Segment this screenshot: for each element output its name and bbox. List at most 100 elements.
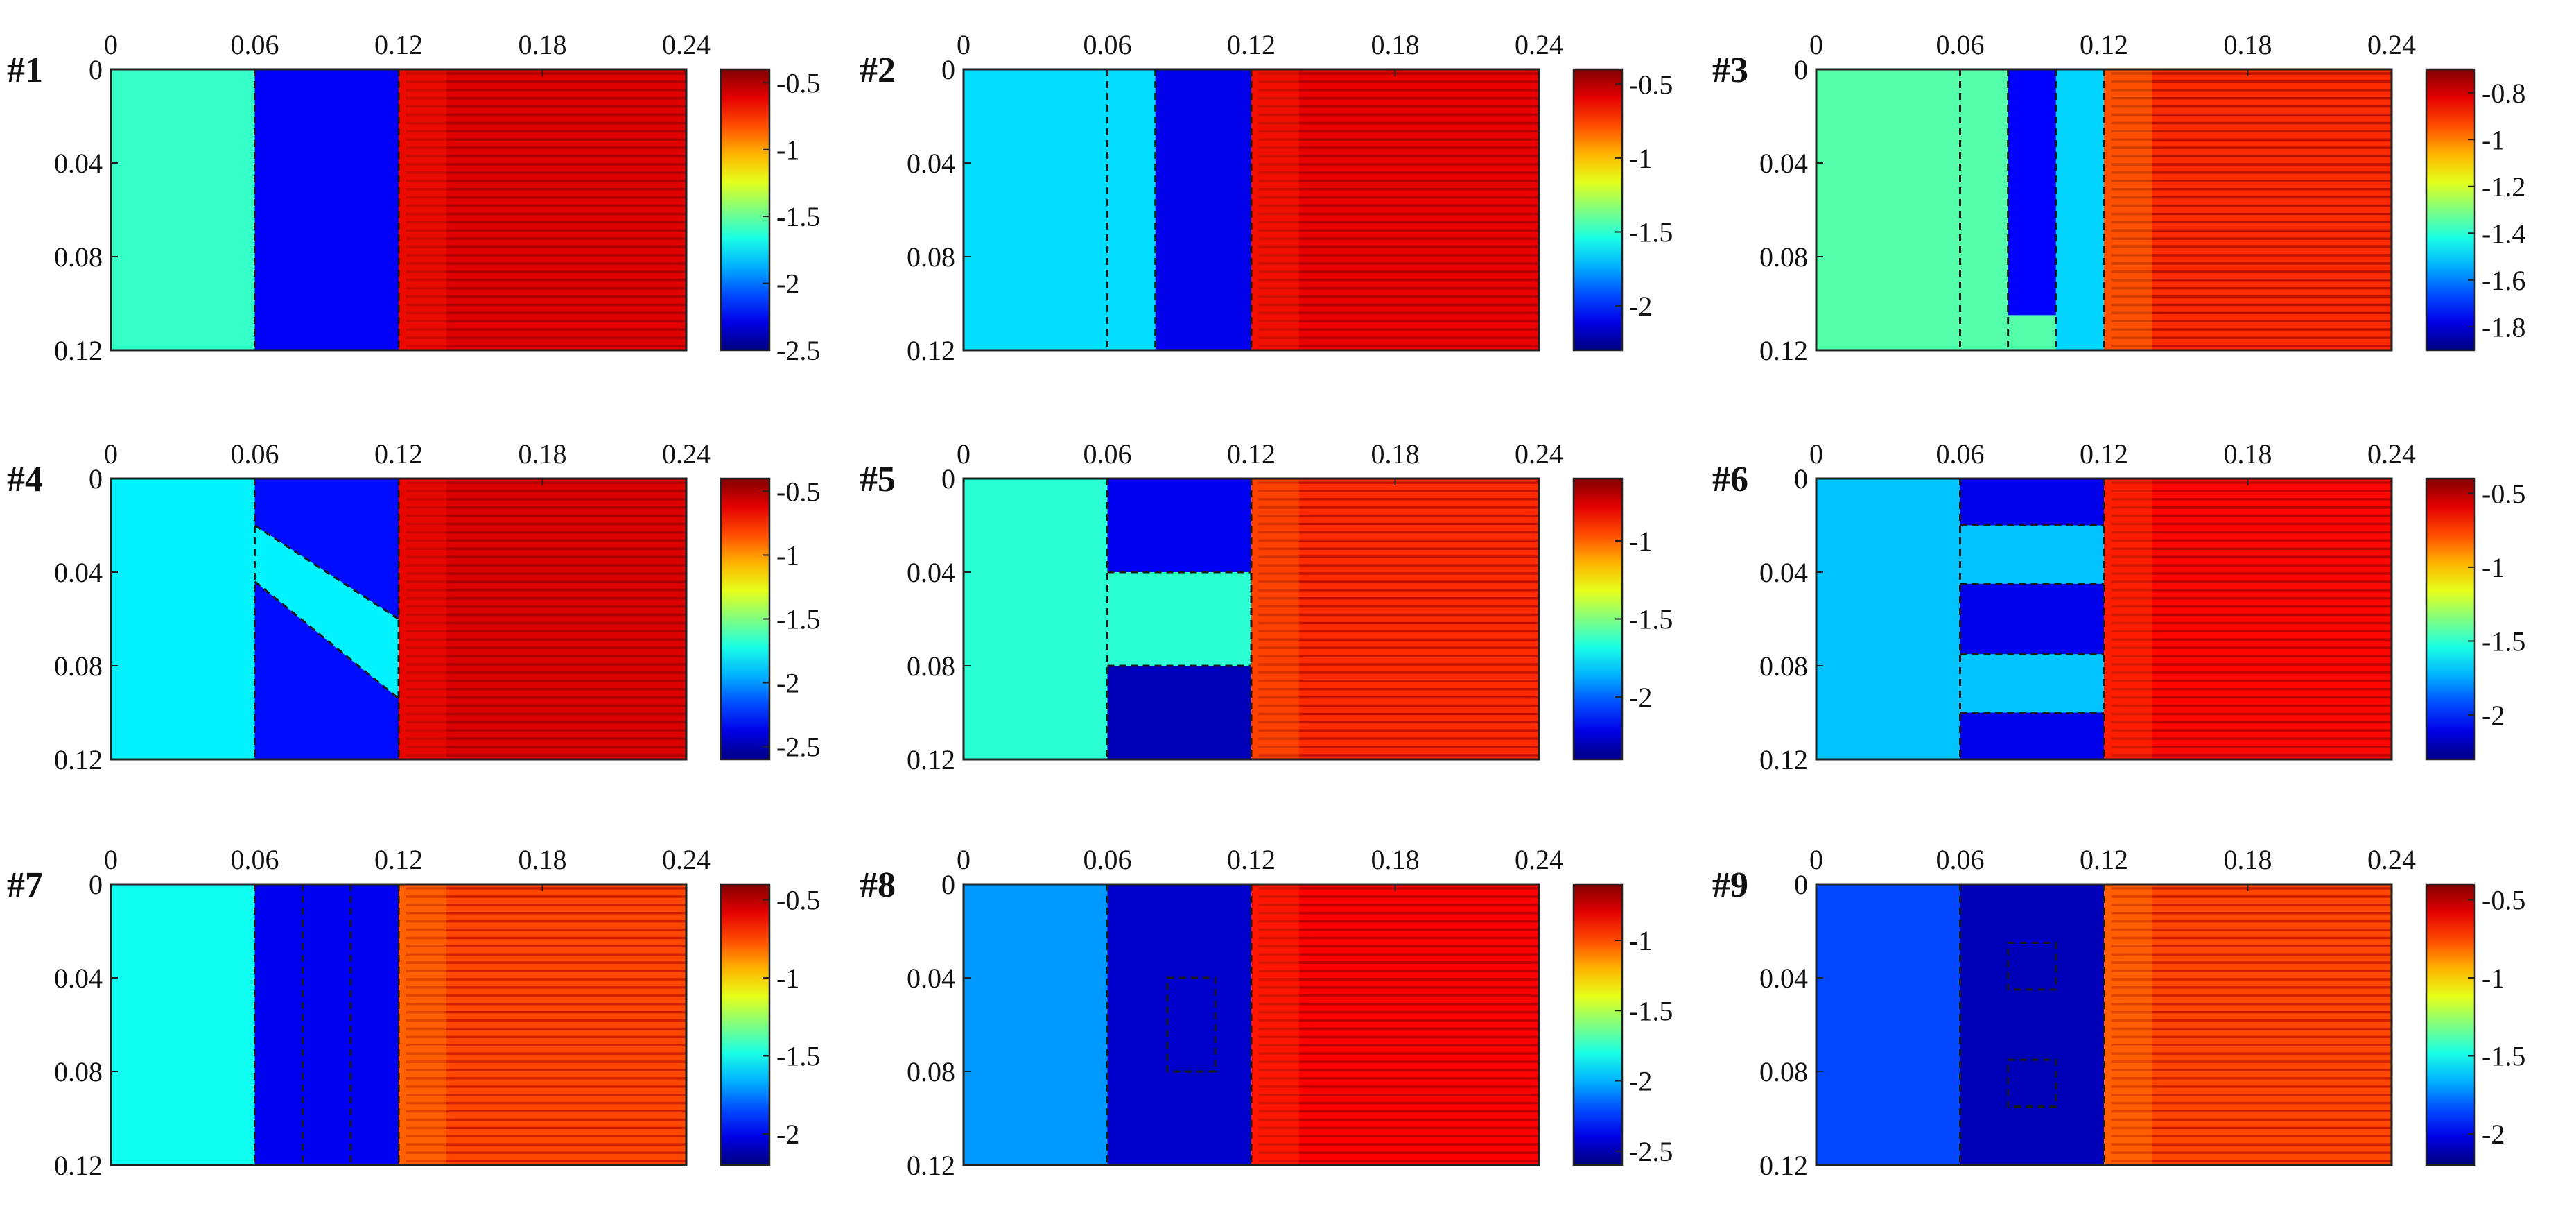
region-2 bbox=[1107, 884, 1251, 1165]
colorbar-tick-label: -0.5 bbox=[2482, 478, 2525, 509]
colorbar-tick-label: -1.5 bbox=[776, 201, 820, 232]
region-1 bbox=[111, 884, 255, 1165]
x-tick-label: 0 bbox=[104, 29, 118, 60]
plot-area bbox=[964, 479, 1539, 759]
dashed-rect bbox=[2007, 941, 2057, 991]
x-tick-label: 0 bbox=[1809, 844, 1823, 875]
x-tick-label: 0.18 bbox=[1371, 438, 1420, 469]
x-tick-label: 0.06 bbox=[1084, 844, 1132, 875]
x-tick-label: 0.24 bbox=[1515, 438, 1563, 469]
transition-band bbox=[1251, 479, 1300, 759]
y-tick-label: 0.04 bbox=[907, 557, 955, 588]
colorbar bbox=[2426, 884, 2475, 1165]
panel-label: #6 bbox=[1712, 460, 1748, 499]
x-tick-label: 0.06 bbox=[231, 438, 279, 469]
diagonal-band bbox=[254, 525, 399, 699]
colorbar bbox=[721, 69, 769, 350]
colorbar bbox=[1574, 479, 1622, 759]
x-tick-label: 0.24 bbox=[662, 438, 711, 469]
colorbar-frame bbox=[720, 883, 771, 1166]
x-tick-label: 0.24 bbox=[2367, 438, 2416, 469]
y-tick-label: 0.04 bbox=[907, 963, 955, 994]
transition-band bbox=[1251, 884, 1300, 1165]
y-tick-label: 0.12 bbox=[54, 335, 103, 366]
colorbar-tick-label: -2 bbox=[776, 268, 799, 300]
x-tick-label: 0.12 bbox=[2080, 29, 2128, 60]
y-tick-label: 0.08 bbox=[907, 241, 955, 273]
x-tick-label: 0.18 bbox=[519, 844, 567, 875]
x-tick-label: 0 bbox=[104, 844, 118, 875]
x-tick-label: 0.12 bbox=[2080, 844, 2128, 875]
colorbar-tick-label: -1.5 bbox=[2482, 1041, 2525, 1072]
x-tick-label: 0.18 bbox=[2224, 29, 2272, 60]
colorbar-tick-label: -2.5 bbox=[1629, 1136, 1673, 1167]
y-tick-label: 0.04 bbox=[1759, 557, 1808, 588]
colorbar-frame bbox=[1572, 68, 1624, 352]
x-tick-label: 0 bbox=[104, 438, 118, 469]
panel-label: #8 bbox=[860, 865, 896, 905]
x-tick-label: 0.24 bbox=[2367, 29, 2416, 60]
colorbar-tick-label: -2.5 bbox=[776, 335, 820, 366]
colorbar-tick-label: -2.5 bbox=[776, 732, 820, 763]
x-tick-label: 0.24 bbox=[662, 844, 711, 875]
colorbar-tick-label: -1 bbox=[2482, 552, 2505, 583]
colorbar-tick-label: -1.5 bbox=[1629, 216, 1673, 248]
plot-area bbox=[964, 69, 1539, 350]
x-tick-label: 0.18 bbox=[2224, 438, 2272, 469]
colorbar-tick-label: -0.5 bbox=[776, 67, 820, 98]
plot-area bbox=[111, 69, 686, 350]
y-tick-label: 0.08 bbox=[1759, 650, 1808, 682]
x-tick-label: 0 bbox=[957, 438, 971, 469]
colorbar-frame bbox=[1572, 883, 1624, 1166]
heatmap-panel-8: 0 0.06 0.12 0.18 0.24 0 0.04 0.08 0.12 #8 -1 -1.5 -2… bbox=[860, 844, 1673, 1181]
x-tick-label: 0.18 bbox=[519, 438, 567, 469]
transition-band bbox=[399, 69, 447, 350]
colorbar-tick-label: -1 bbox=[1629, 526, 1652, 557]
colorbar-tick-label: -0.5 bbox=[1629, 69, 1673, 100]
y-tick-label: 0.04 bbox=[1759, 963, 1808, 994]
region-4 bbox=[1960, 712, 2104, 759]
dashed-diagonal bbox=[254, 580, 399, 700]
plot-area bbox=[1816, 69, 2392, 350]
x-tick-label: 0.12 bbox=[374, 29, 423, 60]
y-tick-label: 0.08 bbox=[54, 650, 103, 682]
x-tick-label: 0 bbox=[957, 844, 971, 875]
region-1 bbox=[964, 69, 1156, 350]
plot-area bbox=[111, 479, 686, 759]
panel-label: #4 bbox=[7, 460, 43, 499]
colorbar-tick-label: -1.4 bbox=[2482, 218, 2525, 249]
y-tick-label: 0.04 bbox=[54, 148, 103, 179]
colorbar-tick-label: -2 bbox=[1629, 682, 1652, 713]
transition-band bbox=[1251, 69, 1300, 350]
x-tick-label: 0 bbox=[1809, 29, 1823, 60]
y-tick-label: 0 bbox=[89, 54, 103, 85]
heatmap-panel-3: 0 0.06 0.12 0.18 0.24 0 0.04 0.08 0.12 #3 -0.8 -1 -1… bbox=[1712, 29, 2525, 366]
region-2 bbox=[254, 69, 399, 350]
y-tick-label: 0.12 bbox=[1759, 1150, 1808, 1181]
transition-band bbox=[399, 479, 447, 759]
colorbar-tick-label: -0.5 bbox=[776, 476, 820, 507]
x-tick-label: 0.18 bbox=[1371, 844, 1420, 875]
y-tick-label: 0.12 bbox=[54, 744, 103, 775]
x-tick-label: 0.24 bbox=[662, 29, 711, 60]
colorbar-tick-label: -2 bbox=[1629, 1066, 1652, 1097]
region-3 bbox=[399, 69, 686, 350]
region-2 bbox=[1960, 479, 2104, 526]
y-tick-label: 0.04 bbox=[1759, 148, 1808, 179]
y-tick-label: 0 bbox=[1794, 463, 1808, 494]
plot-area bbox=[964, 884, 1539, 1165]
y-tick-label: 0.08 bbox=[907, 650, 955, 682]
x-tick-label: 0.24 bbox=[2367, 844, 2416, 875]
panel-label: #5 bbox=[860, 460, 896, 499]
colorbar-tick-label: -1.6 bbox=[2482, 265, 2525, 296]
colorbar-tick-label: -1 bbox=[2482, 124, 2505, 155]
colorbar bbox=[2426, 479, 2475, 759]
y-tick-label: 0.12 bbox=[907, 1150, 955, 1181]
colorbar-tick-label: -2 bbox=[776, 668, 799, 699]
transition-band bbox=[2104, 884, 2152, 1165]
colorbar-tick-label: -1.5 bbox=[1629, 995, 1673, 1026]
region-5 bbox=[2104, 479, 2392, 759]
y-tick-label: 0.04 bbox=[54, 557, 103, 588]
panel-label: #3 bbox=[1712, 51, 1748, 90]
y-tick-label: 0 bbox=[941, 54, 955, 85]
